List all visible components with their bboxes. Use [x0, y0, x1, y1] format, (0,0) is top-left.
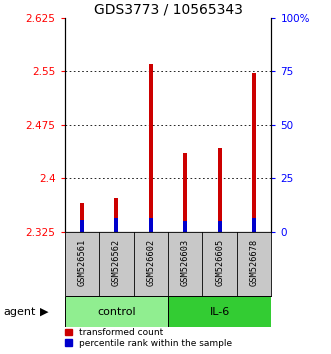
Bar: [80, 203, 84, 232]
Text: IL-6: IL-6: [210, 307, 230, 317]
Bar: [168, 296, 271, 327]
Text: GSM526605: GSM526605: [215, 239, 224, 286]
Bar: [183, 221, 187, 232]
Bar: [114, 218, 118, 232]
Bar: [114, 198, 118, 232]
Title: GDS3773 / 10565343: GDS3773 / 10565343: [94, 2, 242, 17]
Bar: [149, 218, 153, 232]
Bar: [149, 64, 153, 232]
Bar: [65, 296, 168, 327]
Bar: [218, 221, 222, 232]
Text: GSM526678: GSM526678: [250, 239, 259, 286]
Legend: transformed count, percentile rank within the sample: transformed count, percentile rank withi…: [65, 328, 232, 348]
Text: agent: agent: [3, 307, 36, 317]
Text: GSM526562: GSM526562: [112, 239, 121, 286]
Bar: [252, 73, 256, 232]
Text: GSM526603: GSM526603: [181, 239, 190, 286]
Bar: [218, 148, 222, 232]
Bar: [80, 221, 84, 232]
Bar: [183, 153, 187, 232]
Text: ▶: ▶: [40, 307, 48, 317]
Text: GSM526561: GSM526561: [77, 239, 86, 286]
Text: control: control: [97, 307, 136, 317]
Text: GSM526602: GSM526602: [146, 239, 155, 286]
Bar: [252, 218, 256, 232]
